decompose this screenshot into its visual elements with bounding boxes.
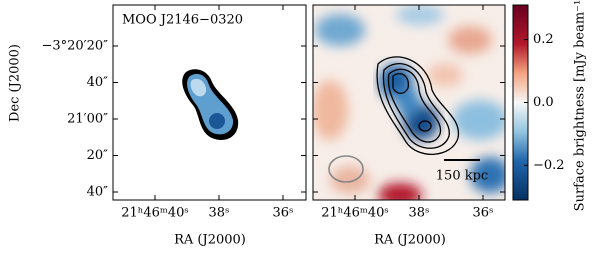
x-tick-label: 36ˢ — [473, 206, 494, 221]
x-tick-label: 36ˢ — [273, 206, 294, 221]
map-title: MOO J2146−0320 — [122, 13, 243, 28]
y-tick-label: 40″ — [87, 185, 109, 200]
x-axis-label: RA (J2000) — [374, 233, 446, 248]
colorbar-tick-label: 0.2 — [533, 32, 554, 47]
scale-bar-label: 150 kpc — [436, 169, 488, 184]
right-map — [313, 5, 505, 200]
y-tick-label: 40″ — [87, 75, 109, 90]
colorbar-tick-label: −0.2 — [533, 158, 565, 173]
y-tick-label: 20″ — [87, 148, 109, 163]
x-tick-label: 38ˢ — [209, 206, 230, 221]
right-frame — [312, 4, 506, 201]
y-tick-label: 21′00″ — [67, 112, 108, 127]
x-axis-label: RA (J2000) — [174, 233, 246, 248]
y-tick-label: −3°20′20″ — [41, 39, 108, 54]
y-axis-label: Dec (J2000) — [8, 44, 23, 122]
x-tick-label: 38ˢ — [409, 206, 430, 221]
x-tick-label: 21ʰ46ᵐ40ˢ — [121, 206, 189, 221]
colorbar-tick-label: 0.0 — [533, 95, 554, 110]
colorbar-label: Surface brightness [mJy beam⁻¹] — [573, 0, 588, 211]
left-map — [112, 4, 307, 201]
x-tick-label: 21ʰ46ᵐ40ˢ — [321, 206, 389, 221]
